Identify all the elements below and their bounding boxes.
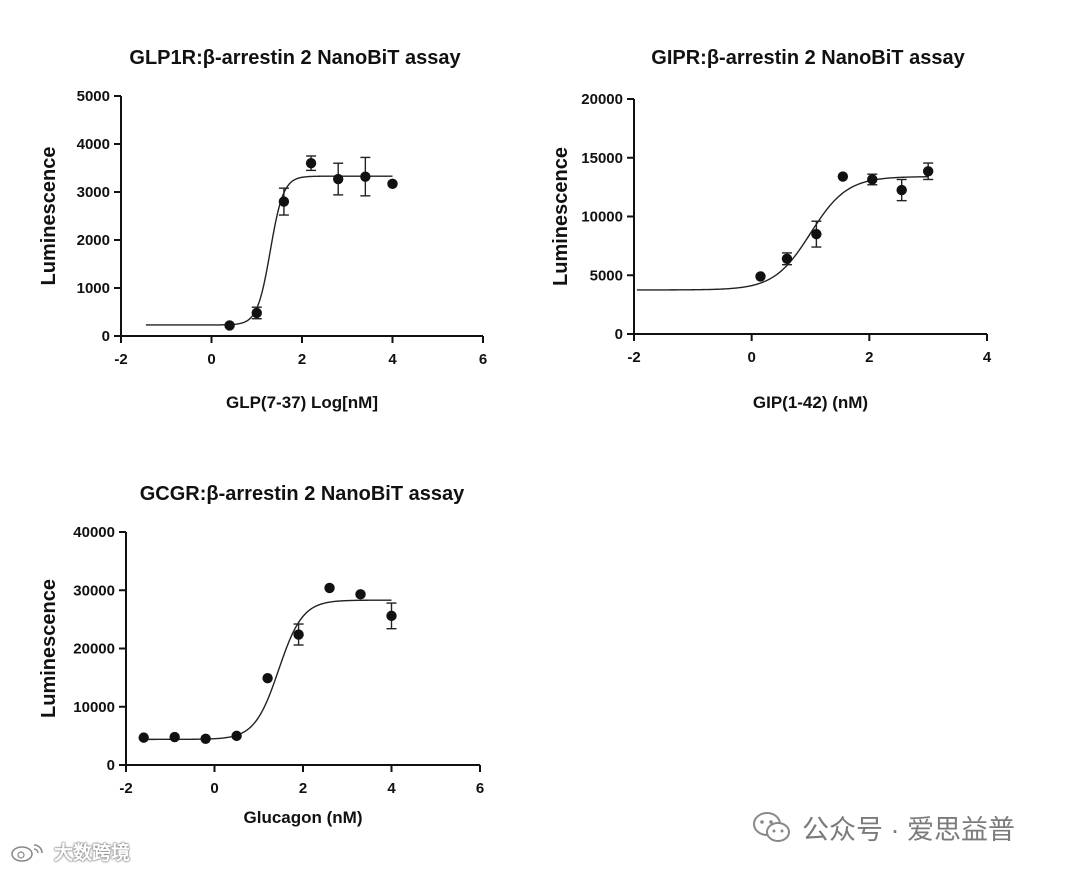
data-point [333, 173, 344, 185]
y-axis-label: Luminescence [38, 147, 60, 286]
chart-title: GIPR:β-arrestin 2 NanoBiT assay [651, 47, 965, 69]
data-point [922, 166, 934, 177]
data-point [355, 589, 366, 600]
x-tick-label: 4 [983, 349, 992, 366]
y-tick-label: 10000 [73, 699, 115, 716]
chart-title: GLP1R:β-arrestin 2 NanoBiT assay [129, 47, 461, 69]
x-axis-label: GLP(7-37) Log[nM] [226, 393, 378, 412]
y-tick-label: 2000 [77, 232, 110, 249]
data-point [169, 731, 180, 743]
y-tick-label: 30000 [73, 582, 115, 599]
data-point [811, 228, 822, 240]
data-point [224, 320, 235, 331]
y-tick-label: 1000 [77, 280, 110, 297]
chart-gcgr: GCGR:β-arrestin 2 NanoBiT assay-2 0 2 4 6010… [38, 483, 484, 827]
y-tick-label: 5000 [590, 267, 623, 284]
data-point [837, 171, 849, 182]
fit-curve [636, 176, 929, 291]
data-point [781, 253, 793, 264]
x-tick-label: 2 [299, 780, 307, 797]
fit-curve [145, 175, 393, 326]
y-tick-label: 0 [615, 326, 623, 343]
data-point [293, 629, 304, 640]
data-point [867, 174, 878, 185]
data-point [138, 732, 149, 743]
wechat-icon [753, 811, 790, 842]
x-tick-label: -2 [114, 351, 127, 368]
y-tick-label: 0 [102, 328, 110, 345]
data-point [360, 171, 371, 182]
y-axis-label: Luminescence [38, 579, 60, 718]
fit-curve [143, 599, 392, 741]
data-point [324, 582, 335, 594]
data-point [755, 271, 766, 282]
chart-title: GCGR:β-arrestin 2 NanoBiT assay [140, 483, 465, 505]
y-tick-label: 4000 [77, 136, 110, 153]
data-point [262, 673, 273, 684]
x-tick-label: 4 [387, 780, 396, 797]
x-tick-label: 0 [210, 780, 218, 797]
data-point [278, 196, 290, 207]
x-tick-label: -2 [119, 780, 132, 797]
data-point [200, 733, 211, 744]
y-axis-label: Luminescence [550, 147, 572, 286]
y-tick-label: 20000 [581, 91, 623, 108]
x-tick-label: -2 [627, 349, 640, 366]
data-point [386, 610, 397, 622]
x-tick-label: 2 [865, 349, 873, 366]
data-point [231, 730, 242, 742]
x-axis-label: Glucagon (nM) [244, 808, 363, 827]
data-point [896, 184, 907, 196]
x-tick-label: 0 [747, 349, 755, 366]
weibo-icon [11, 843, 43, 862]
data-point [305, 158, 317, 169]
x-axis-label: GIP(1-42) (nM) [753, 393, 868, 412]
y-tick-label: 40000 [73, 524, 115, 541]
watermark-left: 大数跨境 [10, 838, 130, 865]
y-tick-label: 3000 [77, 184, 110, 201]
data-point [251, 307, 262, 319]
chart-glp1r: GLP1R:β-arrestin 2 NanoBiT assay-2 0 2 4 601… [38, 47, 487, 412]
y-tick-label: 20000 [73, 641, 115, 658]
watermark-right: 公众号 · 爱思益普 [752, 808, 1015, 847]
data-point [387, 178, 398, 190]
x-tick-label: 0 [207, 351, 215, 368]
chart-gipr: GIPR:β-arrestin 2 NanoBiT assay-2 0 2 40500… [550, 47, 992, 412]
y-tick-label: 10000 [581, 209, 623, 226]
x-tick-label: 2 [298, 351, 306, 368]
x-tick-label: 4 [388, 351, 397, 368]
y-tick-label: 5000 [77, 88, 110, 105]
x-tick-label: 6 [476, 780, 484, 797]
y-tick-label: 15000 [581, 150, 623, 167]
watermark-right-text: 公众号 · 爱思益普 [802, 815, 1015, 845]
y-tick-label: 0 [107, 757, 115, 774]
x-tick-label: 6 [479, 351, 487, 368]
watermark-left-text: 大数跨境 [54, 843, 131, 864]
